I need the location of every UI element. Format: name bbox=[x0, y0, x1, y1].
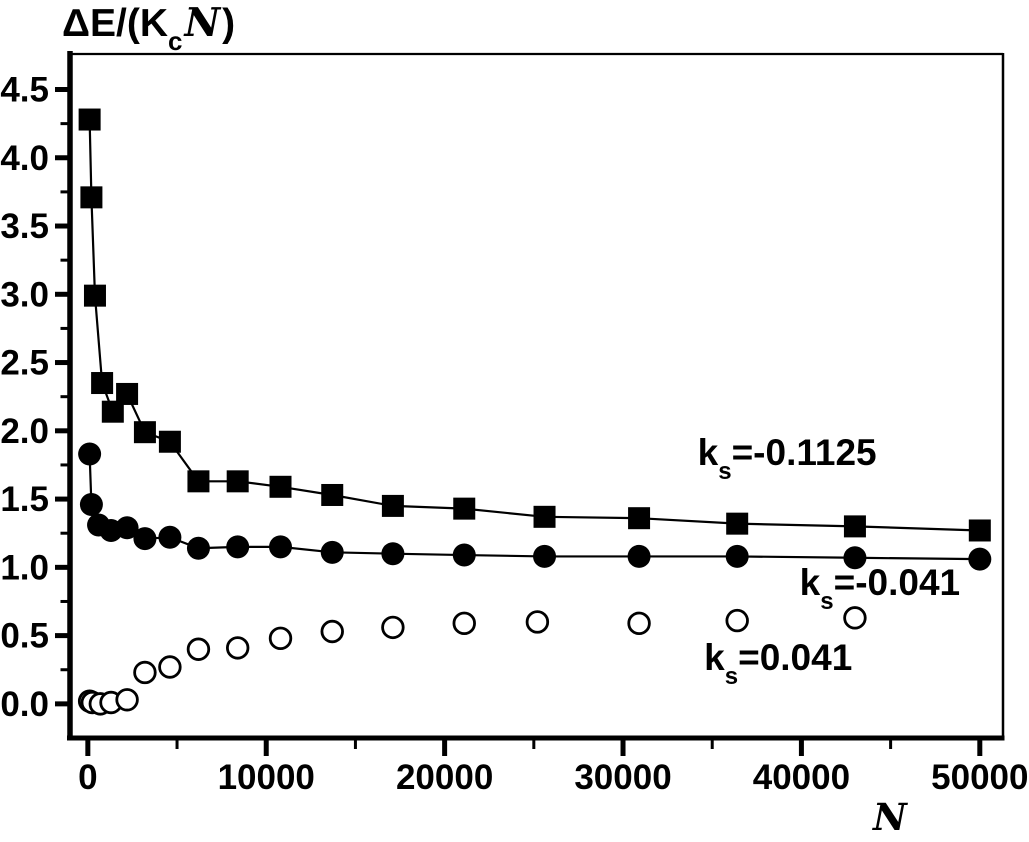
ks-neg-0p041-marker bbox=[78, 442, 102, 466]
annotation-ks-pos-0p041: ks=0.041 bbox=[704, 637, 852, 691]
annotation-ks-neg-0p1125: ks=-0.1125 bbox=[698, 432, 877, 486]
y-tick-label: 3.0 bbox=[0, 275, 49, 314]
title-subscript: c bbox=[168, 26, 183, 56]
y-tick-label: 0.0 bbox=[0, 685, 49, 724]
ks-pos-0p041-marker bbox=[843, 606, 867, 630]
ks-pos-0p041-marker bbox=[525, 610, 550, 634]
title-script-n: N bbox=[184, 0, 221, 46]
annotation-text: k bbox=[799, 562, 821, 604]
ks-neg-0p041-marker bbox=[158, 525, 182, 549]
ks-neg-0p1125-marker bbox=[533, 505, 556, 528]
ks-pos-0p041-marker bbox=[158, 655, 182, 679]
ks-neg-0p1125-marker bbox=[226, 470, 249, 493]
ks-pos-0p041-marker bbox=[186, 637, 211, 661]
annotation-value: =-0.041 bbox=[833, 562, 961, 604]
ks-neg-0p041-marker bbox=[533, 544, 557, 568]
y-tick-label: 1.5 bbox=[0, 480, 49, 519]
ks-neg-0p041-marker bbox=[269, 535, 293, 559]
annotation-ks-neg-0p041: ks=-0.041 bbox=[800, 562, 960, 616]
ks-neg-0p041-marker bbox=[115, 516, 139, 540]
ks-pos-0p041-marker bbox=[725, 608, 749, 633]
y-tick-label: 4.5 bbox=[0, 70, 49, 109]
ks-neg-0p1125-marker bbox=[80, 186, 103, 209]
y-tick-label: 2.0 bbox=[0, 412, 49, 451]
ks-neg-0p1125-marker bbox=[381, 494, 404, 517]
ks-neg-0p041-marker bbox=[381, 542, 405, 566]
ks-pos-0p041-marker bbox=[452, 611, 476, 636]
ks-pos-0p041-marker bbox=[115, 688, 139, 712]
y-tick-label: 1.0 bbox=[0, 548, 49, 587]
ks-neg-0p1125-marker bbox=[187, 470, 210, 493]
ks-neg-0p041-marker bbox=[725, 544, 749, 568]
y-tick-label: 2.5 bbox=[0, 344, 49, 383]
x-axis-label: N bbox=[873, 795, 907, 839]
ks-neg-0p1125-marker bbox=[83, 284, 106, 307]
ks-neg-0p1125-marker bbox=[843, 515, 866, 538]
ks-neg-0p1125-marker bbox=[101, 400, 124, 423]
x-tick-label: 40000 bbox=[753, 758, 850, 797]
annotation-value: =0.041 bbox=[738, 637, 853, 679]
ks-pos-0p041-marker bbox=[225, 636, 250, 660]
annotation-text: k bbox=[704, 637, 725, 679]
ks-neg-0p1125-marker bbox=[158, 430, 181, 453]
y-tick-label: 0.5 bbox=[0, 617, 49, 656]
ks-pos-0p041-marker bbox=[381, 615, 405, 640]
ks-neg-0p1125-marker bbox=[116, 382, 139, 405]
x-tick-label: 50000 bbox=[931, 758, 1028, 797]
ks-neg-0p1125-marker bbox=[78, 108, 101, 131]
ks-neg-0p041-marker bbox=[226, 535, 250, 559]
annotation-subscript: s bbox=[724, 663, 739, 691]
title-close-paren: ) bbox=[222, 2, 236, 45]
ks-pos-0p041-marker bbox=[268, 626, 293, 651]
x-tick-label: 30000 bbox=[574, 758, 671, 797]
title-text: ΔE/(K bbox=[62, 2, 169, 45]
x-axis-label-text: N bbox=[873, 795, 907, 839]
ks-neg-0p041-marker bbox=[79, 493, 103, 517]
ks-neg-0p041-marker bbox=[968, 547, 992, 571]
ks-neg-0p1125-marker bbox=[91, 372, 114, 395]
y-tick-label: 4.0 bbox=[0, 139, 49, 178]
y-tick-label: 3.5 bbox=[0, 207, 49, 246]
ks-neg-0p1125-marker bbox=[968, 519, 991, 542]
ks-neg-0p1125-marker bbox=[726, 512, 749, 535]
ks-neg-0p041-marker bbox=[320, 540, 344, 564]
chart-title: ΔE/(KcN) bbox=[62, 0, 235, 57]
ks-neg-0p041-marker bbox=[186, 536, 210, 560]
ks-neg-0p1125-marker bbox=[453, 497, 476, 520]
ks-neg-0p041-marker bbox=[452, 543, 476, 567]
annotation-subscript: s bbox=[820, 588, 834, 616]
ks-pos-0p041-marker bbox=[320, 619, 344, 644]
annotation-value: =-0.1125 bbox=[731, 432, 877, 474]
ks-neg-0p1125-marker bbox=[133, 421, 156, 444]
x-tick-label: 0 bbox=[78, 758, 97, 797]
ks-neg-0p041-marker bbox=[627, 544, 651, 568]
annotation-subscript: s bbox=[718, 458, 732, 486]
ks-neg-0p1125-marker bbox=[321, 483, 344, 506]
x-tick-label: 10000 bbox=[218, 758, 315, 797]
ks-neg-0p041-marker bbox=[133, 527, 157, 551]
ks-neg-0p1125-marker bbox=[269, 475, 292, 498]
ks-pos-0p041-marker bbox=[627, 611, 651, 636]
x-tick-label: 20000 bbox=[396, 758, 493, 797]
ks-pos-0p041-marker bbox=[133, 660, 157, 685]
ks-neg-0p1125-marker bbox=[628, 507, 651, 530]
annotation-text: k bbox=[697, 432, 719, 474]
ks-neg-0p041-marker bbox=[843, 546, 867, 570]
